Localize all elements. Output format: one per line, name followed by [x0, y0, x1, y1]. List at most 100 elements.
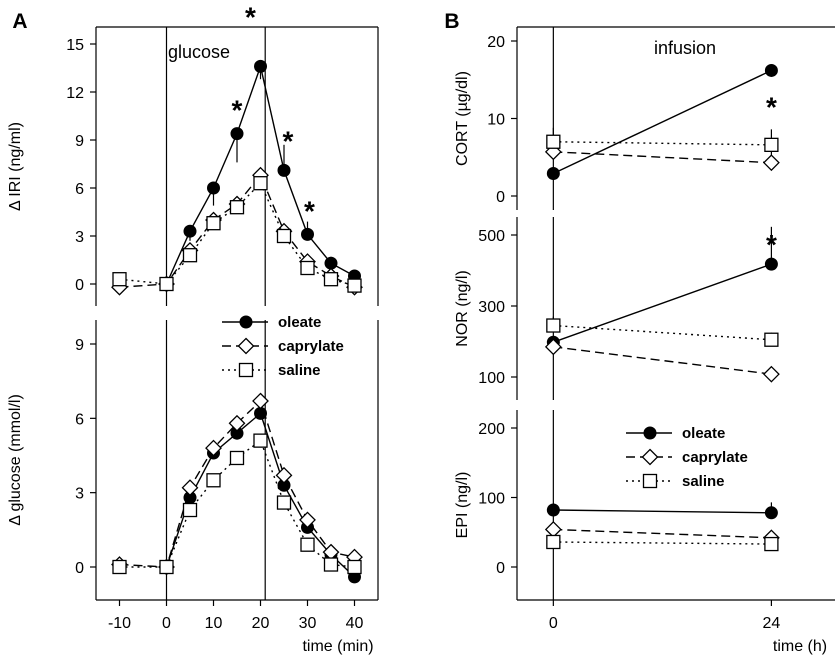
data-point-oleate	[207, 181, 220, 195]
series-line-oleate	[553, 263, 772, 343]
data-point-oleate	[546, 167, 560, 181]
data-point-caprylate	[544, 338, 562, 356]
y-tick-label: 12	[66, 85, 84, 102]
data-point-saline	[112, 272, 127, 287]
data-point-oleate	[764, 257, 778, 271]
legend-marker-oleate	[643, 426, 657, 440]
data-point-saline	[546, 534, 561, 550]
data-point-saline	[112, 559, 127, 575]
data-point-saline	[159, 559, 174, 575]
legend-marker-saline	[238, 362, 254, 378]
series-line-oleate	[553, 509, 772, 514]
y-tick-label: 0	[75, 560, 84, 577]
x-tick-label: -10	[108, 615, 131, 632]
x-axis-label: time (min)	[302, 638, 373, 655]
series-line-caprylate	[553, 528, 772, 539]
data-point-oleate	[230, 127, 244, 141]
y-axis-label: Δ IRI (ng/ml)	[7, 122, 24, 211]
legend-marker-saline	[642, 473, 658, 489]
series-line-saline	[119, 181, 355, 287]
data-point-saline	[300, 260, 315, 276]
data-point-oleate	[301, 227, 314, 241]
legend-marker-caprylate	[641, 448, 659, 466]
legend-label-caprylate: caprylate	[278, 338, 344, 355]
data-point-saline	[159, 276, 174, 292]
significance-star: *	[766, 229, 777, 260]
data-point-saline	[182, 502, 198, 518]
x-tick-label: 40	[346, 615, 364, 632]
annotation-label: infusion	[654, 38, 716, 58]
series-line-caprylate	[553, 151, 772, 164]
series-line-saline	[553, 141, 772, 146]
y-tick-label: 6	[75, 411, 84, 428]
data-point-saline	[347, 559, 362, 575]
data-point-saline	[276, 495, 292, 510]
y-axis-label: CORT (µg/dl)	[454, 71, 471, 166]
data-point-saline	[253, 176, 268, 191]
y-tick-label: 20	[487, 34, 505, 51]
legend-label-saline: saline	[278, 362, 321, 379]
data-point-caprylate	[762, 365, 780, 383]
data-point-caprylate	[299, 511, 316, 529]
x-tick-label: 30	[299, 615, 317, 632]
data-point-oleate	[764, 506, 778, 520]
data-point-oleate	[546, 503, 560, 517]
y-tick-label: 3	[75, 229, 84, 246]
data-point-saline	[300, 537, 315, 552]
y-axis-label: EPI (ng/l)	[454, 472, 471, 539]
series-line-saline	[119, 439, 355, 568]
y-tick-label: 0	[496, 560, 505, 577]
legend-label-saline: saline	[682, 473, 725, 490]
x-tick-label: 0	[162, 615, 171, 632]
legend-label-oleate: oleate	[682, 425, 725, 442]
data-point-caprylate	[252, 392, 269, 410]
y-tick-label: 100	[478, 370, 505, 387]
data-point-oleate	[764, 63, 778, 77]
data-point-caprylate	[205, 439, 222, 457]
series-line-caprylate	[119, 173, 355, 288]
data-point-caprylate	[275, 466, 293, 484]
significance-star: *	[766, 91, 777, 122]
y-tick-label: 500	[478, 228, 505, 245]
series-line-saline	[553, 324, 772, 341]
significance-star: *	[245, 1, 256, 32]
data-point-saline	[546, 134, 561, 149]
data-point-saline	[229, 200, 245, 215]
y-tick-label: 0	[496, 189, 505, 206]
significance-star: *	[283, 125, 294, 156]
y-tick-label: 100	[478, 491, 505, 508]
panel-letter-a: A	[12, 10, 27, 33]
legend-label-oleate: oleate	[278, 314, 321, 331]
legend-label-caprylate: caprylate	[682, 449, 748, 466]
annotation-label: glucose	[168, 42, 230, 62]
y-tick-label: 200	[478, 421, 505, 438]
data-point-saline	[276, 228, 292, 244]
data-point-caprylate	[544, 521, 562, 538]
x-tick-label: 10	[205, 615, 223, 632]
x-tick-label: 24	[763, 615, 781, 632]
x-tick-label: 0	[549, 615, 558, 632]
data-point-saline	[182, 248, 198, 263]
data-point-caprylate	[181, 479, 199, 497]
y-tick-label: 15	[66, 37, 84, 54]
y-tick-label: 0	[75, 277, 84, 294]
data-point-saline	[347, 278, 362, 293]
data-point-saline	[206, 216, 221, 231]
series-line-caprylate	[553, 346, 772, 375]
data-point-saline	[546, 318, 561, 333]
data-point-saline	[206, 473, 221, 488]
data-point-saline	[229, 450, 245, 466]
legend-marker-oleate	[239, 315, 253, 329]
series-line-caprylate	[119, 399, 355, 568]
y-axis-label: Δ glucose (mmol/l)	[7, 394, 24, 526]
data-point-saline	[253, 433, 268, 448]
significance-star: *	[304, 195, 315, 226]
y-axis-label: NOR (ng/l)	[454, 270, 471, 346]
data-point-oleate	[277, 163, 291, 177]
data-point-saline	[764, 137, 779, 153]
data-point-oleate	[254, 59, 267, 73]
y-tick-label: 6	[75, 181, 84, 198]
y-tick-label: 9	[75, 337, 84, 354]
x-tick-label: 20	[252, 615, 270, 632]
